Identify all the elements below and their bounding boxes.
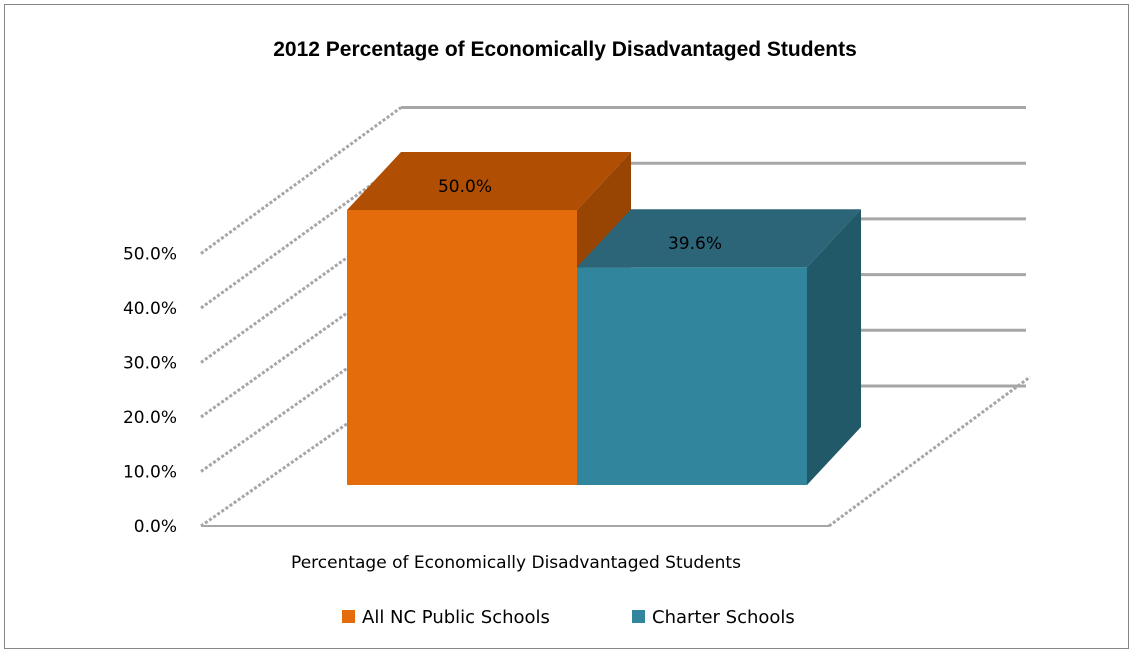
bar-front-1 [347, 210, 577, 485]
y-axis-ticks: 0.0% 10.0% 20.0% 30.0% 40.0% 50.0% [123, 245, 177, 538]
legend-label-1: All NC Public Schools [362, 607, 550, 628]
floor-right-edge [828, 375, 1031, 528]
y-tick-label: 10.0% [123, 463, 177, 483]
y-tick-label: 30.0% [123, 354, 177, 374]
data-labels: 50.0% 39.6% [438, 177, 722, 254]
legend-label-2: Charter Schools [652, 607, 795, 628]
gridline-side [200, 273, 402, 419]
bars [347, 152, 861, 485]
gridline-side [200, 329, 402, 473]
bar-top-1 [347, 152, 631, 210]
y-tick-label: 20.0% [123, 408, 177, 428]
bar-side-2 [807, 209, 861, 485]
gridline-side [200, 384, 402, 528]
y-tick-label: 50.0% [123, 245, 177, 265]
data-label-1: 50.0% [438, 177, 492, 197]
y-tick-label: 40.0% [123, 299, 177, 319]
chart-title: 2012 Percentage of Economically Disadvan… [273, 38, 857, 61]
chart-svg: 2012 Percentage of Economically Disadvan… [123, 38, 1031, 628]
y-tick-label: 0.0% [134, 517, 177, 537]
data-label-2: 39.6% [668, 234, 722, 254]
gridline-side [200, 106, 402, 255]
legend-swatch-2 [632, 610, 645, 623]
legend: All NC Public Schools Charter Schools [342, 607, 795, 628]
gridline-side [200, 161, 402, 310]
legend-swatch-1 [342, 610, 355, 623]
bar-front-2 [577, 267, 807, 485]
bar-top-2 [577, 209, 861, 268]
chart-frame: 2012 Percentage of Economically Disadvan… [4, 4, 1129, 649]
category-label: Percentage of Economically Disadvantaged… [291, 553, 741, 573]
